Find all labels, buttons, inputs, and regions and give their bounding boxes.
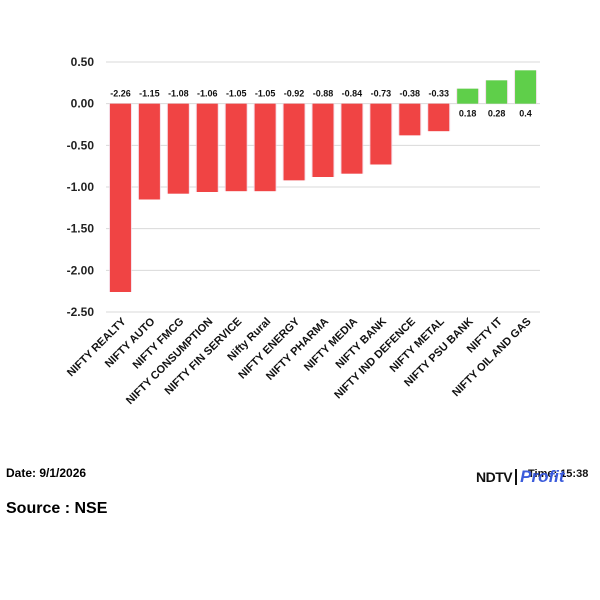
data-label: -0.38 xyxy=(400,89,421,99)
bar xyxy=(457,88,479,104)
bar xyxy=(254,103,276,192)
bar xyxy=(138,103,160,200)
data-label: -2.26 xyxy=(110,89,131,99)
y-tick-label: 0.50 xyxy=(71,55,95,69)
bar xyxy=(341,103,363,174)
y-tick-label: -2.50 xyxy=(67,305,95,319)
bar xyxy=(428,103,450,132)
bar xyxy=(283,103,305,181)
brand-profit: Profit xyxy=(520,467,565,486)
data-label: -1.06 xyxy=(197,89,218,99)
y-tick-label: -1.50 xyxy=(67,222,95,236)
bar xyxy=(225,103,247,192)
data-label: -1.05 xyxy=(255,89,276,99)
data-label: -0.73 xyxy=(371,89,392,99)
bar xyxy=(486,80,508,104)
bar xyxy=(167,103,189,194)
date-label: Date: 9/1/2026 xyxy=(6,466,87,480)
y-tick-label: -0.50 xyxy=(67,138,95,152)
bar xyxy=(312,103,334,177)
y-tick-label: -2.00 xyxy=(67,263,95,277)
brand-ndtv: NDTV xyxy=(476,469,513,485)
data-label: 0.18 xyxy=(459,109,477,119)
data-label: -0.88 xyxy=(313,89,334,99)
bar xyxy=(399,103,421,136)
data-label: -1.08 xyxy=(168,89,189,99)
data-label: 0.4 xyxy=(519,109,532,119)
bar xyxy=(515,70,537,104)
sector-bar-chart: 0.500.00-0.50-1.00-1.50-2.00-2.50-2.26NI… xyxy=(65,55,540,407)
time-label: Time: 15:38 xyxy=(528,468,589,480)
bar xyxy=(370,103,392,165)
data-label: -0.33 xyxy=(428,89,449,99)
data-label: -0.92 xyxy=(284,89,305,99)
y-tick-label: 0.00 xyxy=(71,97,95,111)
data-label: -1.15 xyxy=(139,89,160,99)
data-label: 0.28 xyxy=(488,109,506,119)
bar xyxy=(109,103,131,293)
bar xyxy=(196,103,218,192)
y-tick-label: -1.00 xyxy=(67,180,95,194)
data-label: -0.84 xyxy=(342,89,363,99)
brand-divider xyxy=(515,469,518,485)
ndtv-profit-logo: NDTV Profit xyxy=(476,466,565,488)
data-label: -1.05 xyxy=(226,89,247,99)
source-label: Source : NSE xyxy=(6,500,108,517)
